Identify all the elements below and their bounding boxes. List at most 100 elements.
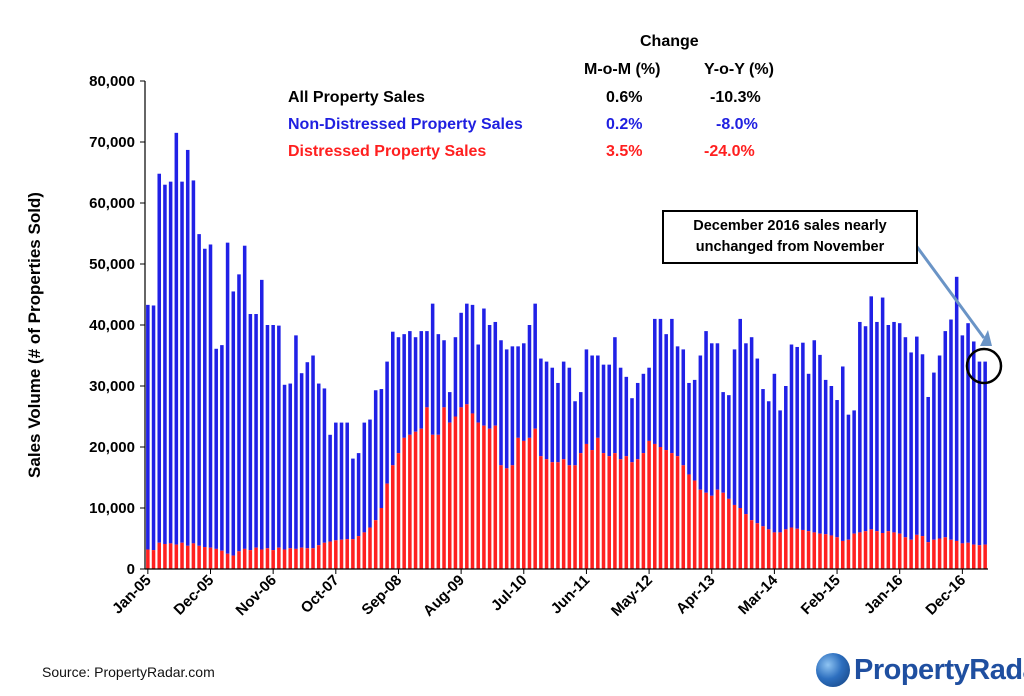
- bar-nondistressed-7: [185, 149, 190, 546]
- bar-distressed-147: [983, 544, 987, 569]
- bar-distressed-76: [578, 453, 583, 569]
- bar-distressed-86: [635, 459, 640, 569]
- bar-nondistressed-3: [163, 184, 167, 544]
- bar-distressed-41: [379, 508, 384, 569]
- bar-nondistressed-54: [453, 337, 458, 417]
- bar-nondistressed-60: [487, 325, 492, 429]
- bar-distressed-37: [356, 536, 361, 569]
- bar-distressed-2: [157, 542, 162, 569]
- bar-distressed-94: [681, 465, 686, 569]
- bar-nondistressed-15: [231, 291, 236, 556]
- bar-distressed-77: [584, 443, 589, 569]
- bar-distressed-113: [789, 527, 794, 569]
- bar-distressed-138: [932, 539, 936, 569]
- bar-distressed-117: [812, 532, 817, 569]
- bar-distressed-132: [897, 533, 902, 569]
- stats-row-distressed-label: Distressed Property Sales: [288, 143, 487, 160]
- bar-distressed-35: [345, 539, 349, 569]
- bar-nondistressed-64: [510, 346, 515, 466]
- x-tick-label-13: Dec-16: [922, 572, 969, 619]
- bar-nondistressed-138: [932, 372, 936, 540]
- bar-nondistressed-92: [670, 318, 674, 454]
- bar-distressed-26: [294, 548, 298, 569]
- bar-distressed-12: [214, 548, 218, 569]
- bar-distressed-60: [487, 428, 492, 569]
- bar-distressed-96: [692, 480, 697, 569]
- bar-distressed-10: [203, 547, 207, 569]
- bar-distressed-53: [447, 422, 452, 569]
- bar-nondistressed-128: [875, 321, 879, 532]
- propertyradar-logo: PropertyRadar: [816, 650, 1024, 690]
- y-tick-label-7: 70,000: [89, 134, 135, 151]
- bar-distressed-20: [260, 549, 264, 569]
- bar-distressed-63: [504, 468, 509, 569]
- bar-distressed-101: [721, 492, 725, 569]
- bar-nondistressed-14: [225, 242, 230, 554]
- x-tick-label-9: Apr-13: [673, 572, 719, 618]
- bar-nondistressed-4: [168, 181, 173, 544]
- bar-nondistressed-65: [516, 346, 520, 438]
- bar-distressed-70: [544, 459, 549, 569]
- x-tick-label-7: Jun-11: [548, 572, 594, 618]
- bar-nondistressed-21: [265, 325, 270, 549]
- bar-distressed-5: [174, 544, 179, 569]
- bar-nondistressed-45: [402, 334, 406, 438]
- bar-distressed-11: [208, 547, 213, 569]
- bar-distressed-136: [920, 536, 925, 569]
- bar-distressed-15: [231, 555, 236, 569]
- stats-row-distressed-yoy: -24.0%: [704, 143, 755, 160]
- y-tick-label-1: 10,000: [89, 500, 135, 517]
- bar-nondistressed-127: [869, 296, 873, 530]
- bar-nondistressed-82: [613, 337, 617, 454]
- bar-nondistressed-73: [561, 361, 566, 460]
- bar-distressed-8: [191, 543, 196, 569]
- bar-nondistressed-8: [191, 180, 196, 544]
- bar-nondistressed-61: [493, 321, 498, 426]
- bar-nondistressed-124: [852, 410, 856, 534]
- logo-part-2: Radar: [969, 653, 1024, 686]
- x-tick-label-12: Jan-16: [861, 572, 907, 618]
- bar-distressed-141: [949, 539, 953, 569]
- bar-nondistressed-83: [618, 367, 623, 460]
- bar-distressed-106: [749, 520, 754, 569]
- bar-distressed-69: [539, 456, 543, 569]
- stats-row-nondistressed-mom: 0.2%: [606, 116, 643, 133]
- bar-nondistressed-137: [926, 396, 930, 543]
- bar-distressed-78: [590, 450, 594, 569]
- x-tick-label-11: Feb-15: [798, 572, 844, 618]
- bar-nondistressed-69: [539, 358, 543, 457]
- bar-nondistressed-121: [835, 400, 839, 538]
- bar-distressed-38: [362, 532, 367, 569]
- bar-distressed-18: [248, 550, 253, 569]
- bar-distressed-56: [465, 404, 469, 569]
- bar-nondistressed-26: [294, 335, 298, 549]
- bar-distressed-19: [254, 547, 258, 569]
- bar-nondistressed-132: [897, 323, 902, 534]
- bar-distressed-97: [698, 489, 703, 569]
- bar-distressed-137: [926, 542, 930, 569]
- bar-nondistressed-1: [151, 305, 156, 551]
- bar-distressed-47: [413, 431, 418, 569]
- bar-distressed-62: [499, 465, 503, 569]
- bar-distressed-51: [436, 434, 441, 569]
- bar-nondistressed-117: [812, 340, 817, 533]
- x-tick-label-5: Aug-09: [420, 572, 468, 620]
- bar-distressed-105: [744, 514, 748, 569]
- bar-nondistressed-6: [180, 181, 184, 543]
- bar-distressed-102: [727, 498, 731, 569]
- bar-distressed-0: [146, 549, 150, 569]
- x-tick-label-2: Nov-06: [233, 572, 280, 619]
- bar-distressed-99: [709, 495, 714, 569]
- bar-distressed-43: [391, 465, 395, 569]
- bar-nondistressed-142: [954, 276, 959, 541]
- bar-nondistressed-47: [413, 337, 418, 432]
- bar-distressed-59: [482, 425, 486, 569]
- bar-nondistressed-5: [174, 132, 179, 545]
- bar-nondistressed-46: [408, 331, 412, 435]
- bar-nondistressed-50: [430, 303, 435, 435]
- bar-nondistressed-71: [550, 367, 555, 463]
- bar-nondistressed-67: [527, 325, 532, 438]
- bar-distressed-9: [197, 545, 201, 569]
- bar-nondistressed-109: [766, 401, 771, 530]
- bar-distressed-146: [977, 545, 982, 569]
